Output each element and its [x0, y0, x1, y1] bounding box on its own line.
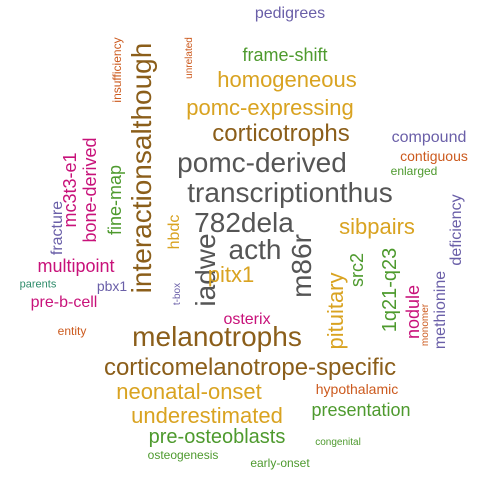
- cloud-word-corticotrophs: corticotrophs: [212, 120, 350, 147]
- cloud-word-entity: entity: [57, 324, 87, 338]
- cloud-word-monomer: monomer: [420, 303, 431, 347]
- cloud-word-homogeneous: homogeneous: [217, 67, 357, 92]
- cloud-word-q21q23: 1q21-q23: [379, 247, 401, 333]
- cloud-word-pedigrees: pedigrees: [254, 5, 326, 22]
- cloud-word-neonatalonset: neonatal-onset: [116, 379, 262, 404]
- cloud-word-prebcell: pre-b-cell: [30, 294, 98, 311]
- cloud-word-sibpairs: sibpairs: [339, 214, 415, 239]
- cloud-word-src2: src2: [347, 252, 367, 288]
- cloud-word-m86r: m86r: [286, 234, 317, 298]
- cloud-word-congenital: congenital: [315, 437, 361, 448]
- cloud-word-insufficiency: insufficiency: [110, 37, 124, 103]
- cloud-word-parents: parents: [19, 278, 57, 291]
- cloud-word-preosteoblasts: pre-osteoblasts: [148, 426, 286, 448]
- cloud-word-corticomelanotrope: corticomelanotrope-specific: [103, 354, 397, 381]
- cloud-word-bonederived: bone-derived: [80, 137, 100, 243]
- cloud-word-compound: compound: [391, 129, 467, 146]
- cloud-word-unrelated: unrelated: [184, 37, 195, 79]
- cloud-word-transcriptionthus: transcriptionthus: [187, 177, 393, 208]
- cloud-word-hypothalamic: hypothalamic: [315, 381, 399, 397]
- cloud-word-tbox: t-box: [172, 282, 183, 306]
- cloud-word-hbdc: hbdc: [166, 214, 183, 250]
- cloud-word-melanotrophs: melanotrophs: [132, 321, 302, 352]
- cloud-word-interactionsalthough: interactionsalthough: [126, 42, 157, 294]
- cloud-word-pbx1: pbx1: [96, 278, 128, 294]
- cloud-word-fracture: fracture: [49, 200, 66, 256]
- cloud-word-pomcexpressing: pomc-expressing: [186, 95, 354, 120]
- cloud-word-multipoint: multipoint: [37, 256, 115, 276]
- cloud-word-pomcderived: pomc-derived: [177, 147, 347, 178]
- cloud-word-enlarged: enlarged: [390, 164, 438, 178]
- cloud-word-782dela: 782dela: [194, 207, 294, 238]
- cloud-word-finemap: fine-map: [105, 164, 125, 236]
- cloud-word-deficiency: deficiency: [448, 194, 465, 266]
- cloud-word-contiguous: contiguous: [400, 148, 468, 164]
- cloud-word-pituitary: pituitary: [323, 272, 348, 350]
- cloud-word-presentation: presentation: [311, 400, 411, 420]
- cloud-word-frameshift: frame-shift: [242, 45, 328, 65]
- cloud-word-acth: acth: [228, 234, 282, 265]
- cloud-word-methionine: methionine: [432, 270, 449, 350]
- cloud-word-pitx1: pitx1: [207, 262, 255, 287]
- cloud-word-osterix: osterix: [223, 311, 271, 328]
- cloud-word-earlyonset: early-onset: [250, 456, 310, 470]
- cloud-word-underestimated: underestimated: [131, 403, 283, 428]
- cloud-word-osteogenesis: osteogenesis: [147, 448, 219, 462]
